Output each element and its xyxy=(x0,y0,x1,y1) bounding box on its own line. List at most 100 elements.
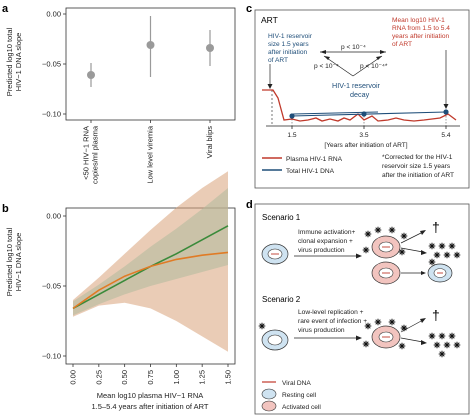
dna-point-1-5 xyxy=(289,113,295,119)
reservoir-text-2: size 1.5 years xyxy=(268,41,309,48)
panel-c: c ART HIV-1 reservoir size 1.5 years aft… xyxy=(246,3,470,189)
panel-b-y-axis: 0.00 −0.05 −0.10 xyxy=(42,212,66,361)
scenario1-arrowhead-virus xyxy=(421,250,427,255)
scenario2-arrowhead xyxy=(356,335,362,341)
panel-b-ytick-label: 0.00 xyxy=(46,212,61,221)
panel-d-label: d xyxy=(246,199,253,211)
virion xyxy=(428,258,436,266)
reservoir-text-3: after initiation xyxy=(268,49,308,56)
p-value-left: p < 10⁻⁴ xyxy=(314,63,339,70)
virion xyxy=(433,251,441,259)
panel-b-confidence-bands xyxy=(73,171,228,352)
reservoir-text-4: of ART xyxy=(268,57,288,64)
virion xyxy=(400,232,408,240)
panel-c-xtick-label: 5.4 xyxy=(441,132,450,139)
virion xyxy=(400,324,408,332)
mean-arrowhead xyxy=(443,104,449,109)
decay-text-1: HIV-1 reservoir xyxy=(332,81,381,90)
panel-a-points xyxy=(87,16,214,87)
virion xyxy=(362,246,370,254)
panel-b-xtick-label: 1.50 xyxy=(224,370,233,385)
mean-text-2: RNA from 1.5 to 5.4 xyxy=(392,25,450,32)
panel-c-label: c xyxy=(246,3,252,15)
footnote-3: after the initiation of ART xyxy=(382,172,454,179)
footnote-1: *Corrected for the HIV-1 xyxy=(382,154,453,161)
panel-b-ytick-label: −0.05 xyxy=(42,282,61,291)
virion xyxy=(438,332,446,340)
panel-a-ytick-label: 0.00 xyxy=(46,10,61,19)
legend-resting-swatch xyxy=(261,388,277,400)
legend-resting-label: Resting cell xyxy=(282,392,317,399)
footnote-2: reservoir size 1.5 years xyxy=(382,163,451,170)
panel-b-xtick-label: 1.00 xyxy=(172,370,181,385)
panel-d: d Scenario 1 Immune activation+ clonal e… xyxy=(246,199,470,415)
panel-b-xtick-label: 0.50 xyxy=(120,370,129,385)
scenario1-title: Scenario 1 xyxy=(262,213,301,222)
dna-point-5-4 xyxy=(443,109,449,115)
panel-b-xtick-label: 0.25 xyxy=(94,370,103,385)
panel-b-band-1 xyxy=(73,171,228,352)
panel-a-category-label: Viral blips xyxy=(205,126,214,159)
virion xyxy=(433,341,441,349)
virion xyxy=(362,340,370,348)
panel-a-ylabel-line2: HIV−1 DNA slope xyxy=(14,33,23,92)
panel-a-category-label: <50 HIV−1 RNA xyxy=(82,126,91,180)
panel-b: b Predicted log10 total HIV−1 DNA slope … xyxy=(2,171,236,411)
panel-a-ylabel-line1: Predicted log10 total xyxy=(5,27,14,96)
virion xyxy=(374,318,382,326)
decay-text-2: decay xyxy=(350,90,370,99)
legend-viral-dna-label: Viral DNA xyxy=(282,380,311,387)
panel-b-xtick-label: 0.00 xyxy=(69,370,78,385)
panel-b-line-1 xyxy=(72,251,229,310)
legend-activated-label: Activated cell xyxy=(282,404,321,411)
virion xyxy=(448,242,456,250)
panel-b-xlabel-line2: 1.5–5.4 years after initiation of ART xyxy=(91,402,208,411)
p-value-triangle xyxy=(320,50,386,77)
total-dna-line xyxy=(291,111,447,117)
panel-a-x-categories: <50 HIV−1 RNA copies/ml plasma Low level v… xyxy=(82,120,214,184)
virion-particles xyxy=(258,226,461,358)
panel-b-ylabel-line2: HIV−1 DNA slope xyxy=(14,233,23,292)
panel-b-ylabel-line1: Predicted log10 total xyxy=(5,227,14,296)
legend-activated-swatch xyxy=(261,400,277,412)
scenario2-activated-cell xyxy=(371,325,401,349)
scenario2-arrow-virus xyxy=(400,337,424,343)
p-value-right: p < 10⁻⁴* xyxy=(360,63,388,70)
scenario2-text-3: virus production xyxy=(298,327,345,334)
panel-c-xlabel: [Years after initiation of ART] xyxy=(324,142,407,149)
scenario1-text-3: virus production xyxy=(298,247,345,254)
panel-a-ytick-label: −0.05 xyxy=(42,60,61,69)
mean-text-4: of ART xyxy=(392,41,412,48)
panel-a-y-axis: 0.00 −0.05 −0.10 xyxy=(42,10,66,119)
scenario1-resting-cell xyxy=(261,243,289,265)
virion xyxy=(364,230,372,238)
reservoir-arrowhead xyxy=(267,84,273,89)
scenario2-dagger: † xyxy=(432,307,440,323)
virion xyxy=(438,350,446,358)
panel-b-xlabel-line1: Mean log10 plasma HIV−1 RNA xyxy=(97,391,204,400)
scenario2-resting-cell xyxy=(261,329,289,351)
scenario2-arrow-death xyxy=(400,319,424,333)
virion xyxy=(374,226,382,234)
scenario1-activated-cell-top xyxy=(371,235,401,259)
scenario1-arrowhead-rest xyxy=(421,271,426,275)
panel-b-xtick-label: 0.75 xyxy=(146,370,155,385)
virion xyxy=(388,318,396,326)
panel-a-point xyxy=(146,41,155,49)
dna-point-3-5 xyxy=(361,111,367,117)
scenario2-text-2: rare event of infection + xyxy=(298,318,367,325)
panel-a-point xyxy=(87,71,95,79)
panel-c-title: ART xyxy=(261,15,278,25)
reservoir-text-1: HIV-1 reservoir xyxy=(268,33,313,40)
virion xyxy=(398,248,406,256)
virion xyxy=(453,251,461,259)
virion xyxy=(443,251,451,259)
panel-c-xtick-label: 3.5 xyxy=(359,132,368,139)
virion xyxy=(453,341,461,349)
panel-b-series-lines xyxy=(72,225,229,310)
virion xyxy=(398,342,406,350)
scenario1-arrow-death xyxy=(400,231,424,244)
virion xyxy=(258,322,266,330)
virion xyxy=(388,226,396,234)
panel-c-xtick-label: 1.5 xyxy=(287,132,296,139)
